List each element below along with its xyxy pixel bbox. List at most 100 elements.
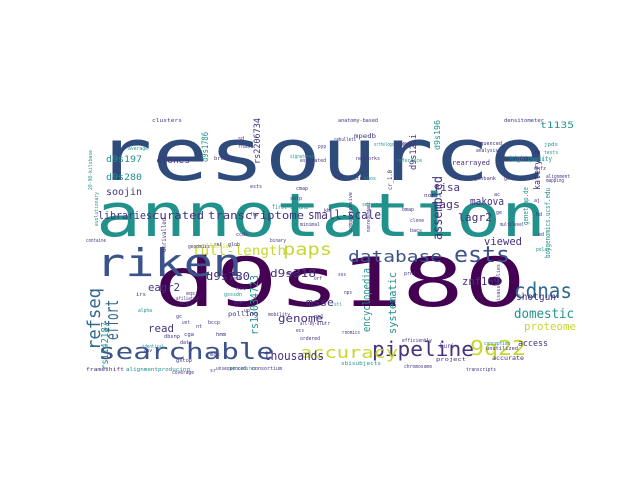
word-orthologs: orthologs — [374, 142, 394, 148]
word-risa: risa — [434, 181, 460, 194]
word-d9s196: d9s196 — [433, 120, 442, 150]
word-ctr: ctr — [354, 176, 362, 182]
word-stl: stl — [334, 302, 342, 308]
word-sbisubjects: sbisubjects — [341, 361, 381, 367]
word-nt: nt — [196, 324, 202, 330]
word-dkfz: dkfz — [534, 166, 546, 172]
word-misassemblies: misassemblies — [496, 264, 502, 304]
word-ordered: ordered — [300, 336, 320, 342]
word-rnas: rnas — [238, 144, 250, 150]
word-rs13034723: rs13034723 — [248, 275, 261, 335]
word-dbsnp: dbsnp — [164, 334, 180, 340]
word-ac: ac — [494, 192, 500, 198]
word-read: read — [148, 322, 174, 335]
word-ed: ed — [538, 232, 544, 238]
word-reference: reference — [396, 158, 422, 164]
word-pml: pml — [314, 314, 324, 320]
word-full-length: full-length — [192, 244, 286, 259]
word-effort: effort — [102, 300, 123, 340]
word-hesb: hesb — [230, 276, 242, 282]
word-cdna: cDNA — [396, 142, 410, 148]
word-curated: curated — [152, 209, 204, 222]
word-annotation: annotation — [96, 181, 546, 251]
word-estimated: estimated — [300, 158, 326, 164]
word-rearrayed: rearrayed — [452, 159, 490, 167]
word-resource: resource — [96, 113, 546, 197]
word-znf169: znf169 — [462, 275, 500, 288]
word-high-quality: high-quality — [510, 155, 552, 163]
word-d9s180: d9s180 — [154, 244, 526, 323]
word-sequence: sequence — [362, 202, 384, 208]
word-eagr2: eagr2 — [148, 281, 180, 294]
word-nsv: nsv — [236, 286, 246, 292]
word-libraries: libraries — [98, 209, 152, 222]
word-conception: conception — [484, 341, 510, 347]
word-nonredundant: nonredundant — [366, 202, 372, 232]
word-genome: genome — [278, 312, 323, 325]
word-gc: gc — [176, 314, 182, 320]
word-20-90-kilobase: 20-90-kilobase — [88, 150, 94, 190]
word-clone: clone — [410, 218, 424, 224]
word-riken: riken — [96, 241, 242, 285]
word-rnomics: rnomics — [342, 330, 360, 336]
word-gstop: gstop — [176, 358, 192, 364]
word-utr: utr — [322, 321, 330, 327]
word-kateryna: kateryna — [533, 150, 543, 190]
word-tools: tools — [532, 157, 544, 163]
word-proteome: proteome — [524, 320, 576, 333]
word-browse: browse — [214, 156, 234, 162]
word-ests: ests — [454, 243, 510, 268]
word-database: database — [348, 247, 442, 266]
word-d9s318: d9s318 — [270, 267, 316, 280]
word-ests: ests — [250, 184, 262, 190]
word-lagr2: lagr2 — [458, 211, 492, 224]
word-polar: polar — [536, 247, 550, 253]
word-unrivalled: unrivalled — [161, 218, 168, 252]
word-sd: sd — [238, 136, 244, 142]
word-pipeline: pipeline — [372, 337, 474, 361]
word-ccds: ccds — [236, 232, 248, 238]
word-cdnas: cdnas — [514, 279, 572, 303]
word-sos: sos — [338, 272, 346, 278]
word-unsequenced: unsequenced — [216, 366, 246, 372]
word-paps: paps — [283, 240, 332, 260]
word-ecsl: ecsl — [180, 301, 192, 307]
word-encyclopedia: encyclopedia — [360, 268, 373, 332]
word-unt: unt — [182, 320, 190, 326]
word-average: average — [128, 146, 148, 152]
word-bccp: bccp — [208, 320, 220, 326]
word-glob: glob — [228, 242, 240, 248]
word-identical: identical — [142, 344, 164, 350]
word-genomics: genomics — [188, 244, 210, 250]
word-signatures: signatures — [290, 154, 314, 160]
word-genbank: genbank — [474, 176, 496, 182]
word-hd: hd — [536, 212, 542, 218]
word-data: data — [180, 340, 192, 346]
word-dbec: dbec — [286, 271, 298, 277]
word-multilevel: multilevel — [500, 222, 524, 228]
word-binary: binary — [270, 238, 286, 244]
word-networks: networks — [356, 156, 380, 162]
word-huri: huri — [440, 343, 454, 350]
word-pyp: pyp — [318, 144, 326, 150]
word-first-strand: first-strand — [272, 204, 308, 211]
word-polling: polling — [228, 311, 258, 318]
word-sotp: sotp — [290, 196, 302, 202]
word-coverage: coverage — [172, 370, 194, 376]
word-shotgun: shotgun — [516, 292, 556, 303]
word-transcripts: transcripts — [466, 367, 496, 373]
word-small-scale: small-scale — [308, 208, 381, 222]
word-rs1142187: rs1142187 — [100, 322, 111, 370]
word-mapping: mapping — [546, 178, 564, 184]
word-cmap: cmap — [296, 186, 308, 192]
word-alignment: alignment — [546, 174, 570, 180]
word-d9s1786: d9s1786 — [201, 132, 211, 162]
word-go: go — [504, 176, 510, 182]
word-up: up — [244, 308, 250, 314]
word-gsssdn: gsssdn — [224, 292, 242, 298]
word-collection: collection — [200, 243, 232, 250]
word-msse: msse — [306, 296, 334, 309]
word-alignmentproducing: alignmentproducing — [126, 367, 190, 373]
word-frameshift: frameshift — [86, 367, 124, 373]
word-wls: wls — [334, 174, 344, 180]
